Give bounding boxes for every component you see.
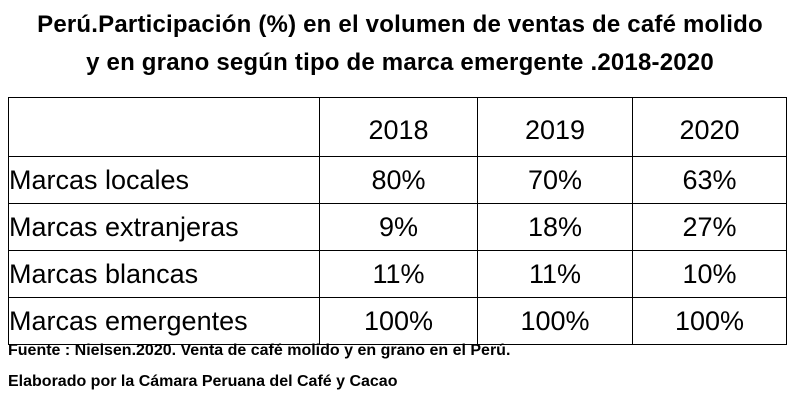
table-row: Marcas locales 80% 70% 63% xyxy=(8,156,787,204)
row-label: Marcas extranjeras xyxy=(8,203,320,251)
page-title: Perú.Participación (%) en el volumen de … xyxy=(0,6,800,82)
column-header-year: 2019 xyxy=(477,97,633,157)
credit-note: Elaborado por la Cámara Peruana del Café… xyxy=(8,373,398,390)
title-line-1: Perú.Participación (%) en el volumen de … xyxy=(37,11,763,38)
table-cell: 100% xyxy=(632,297,787,345)
table-cell: 10% xyxy=(632,250,787,298)
row-label: Marcas blancas xyxy=(8,250,320,298)
table-cell: 11% xyxy=(477,250,633,298)
table-cell: 100% xyxy=(319,297,478,345)
table-cell: 63% xyxy=(632,156,787,204)
table-cell: 80% xyxy=(319,156,478,204)
table-cell: 18% xyxy=(477,203,633,251)
row-label: Marcas locales xyxy=(8,156,320,204)
corner-cell xyxy=(8,97,320,157)
table-cell: 100% xyxy=(477,297,633,345)
table-cell: 9% xyxy=(319,203,478,251)
row-label: Marcas emergentes xyxy=(8,297,320,345)
table-row: Marcas emergentes 100% 100% 100% xyxy=(8,297,787,345)
table-cell: 11% xyxy=(319,250,478,298)
column-header-year: 2018 xyxy=(319,97,478,157)
column-header-year: 2020 xyxy=(632,97,787,157)
table-row: Marcas blancas 11% 11% 10% xyxy=(8,250,787,298)
table-cell: 70% xyxy=(477,156,633,204)
table-row: Marcas extranjeras 9% 18% 27% xyxy=(8,203,787,251)
table-header-row: 2018 2019 2020 xyxy=(8,97,787,157)
table-cell: 27% xyxy=(632,203,787,251)
market-share-table: 2018 2019 2020 Marcas locales 80% 70% 63… xyxy=(8,97,787,345)
source-note: Fuente : Nielsen.2020. Venta de café mol… xyxy=(8,342,511,359)
title-line-2: y en grano según tipo de marca emergente… xyxy=(86,49,714,76)
